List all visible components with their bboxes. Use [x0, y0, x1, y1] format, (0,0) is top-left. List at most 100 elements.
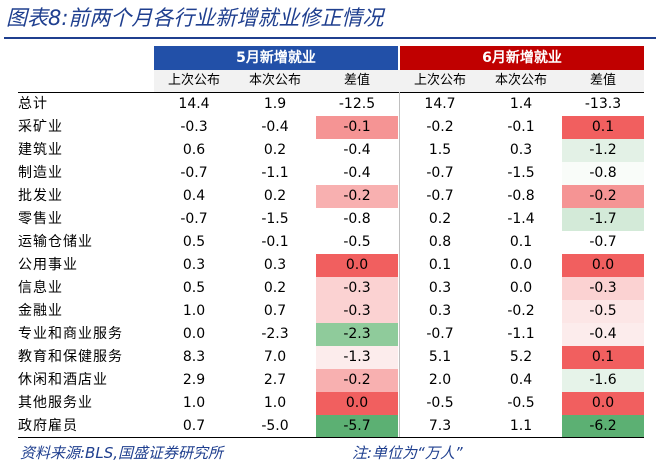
source-note: 资料来源:BLS,国盛证券研究所 [20, 444, 223, 462]
table-row: 总计 14.4 1.9 -12.5 14.7 1.4 -13.3 [18, 93, 644, 116]
june-current-cell: -1.1 [507, 326, 535, 342]
may-diff-cell: -5.7 [316, 415, 398, 438]
june-previous-cell: 14.7 [424, 96, 456, 112]
june-previous-cell: 5.1 [428, 349, 452, 365]
june-previous-cell: -0.7 [426, 326, 454, 342]
may-current-cell: -0.1 [261, 234, 289, 250]
may-current-cell: 1.0 [263, 395, 287, 411]
may-previous-cell: 0.5 [182, 280, 206, 296]
row-label: 教育和保健服务 [18, 349, 123, 365]
table-row: 金融业 1.0 0.7 -0.3 0.3 -0.2 -0.5 [18, 300, 644, 323]
june-diff-cell: 0.0 [562, 392, 644, 415]
june-diff-cell: 0.1 [562, 346, 644, 369]
may-current-header: 本次公布 [248, 73, 301, 88]
june-current-cell: -0.1 [507, 119, 535, 135]
row-label: 其他服务业 [18, 395, 93, 411]
june-previous-cell: 0.3 [428, 303, 452, 319]
may-diff-cell: -0.3 [316, 300, 398, 323]
may-current-cell: 0.2 [263, 280, 287, 296]
may-previous-cell: 0.3 [182, 257, 206, 273]
may-current-cell: 0.2 [263, 188, 287, 204]
may-previous-cell: 0.7 [182, 418, 206, 434]
may-current-cell: -1.1 [261, 165, 289, 181]
june-current-cell: 0.1 [509, 234, 533, 250]
row-label: 政府雇员 [18, 418, 78, 434]
row-label: 运输仓储业 [18, 234, 93, 250]
june-diff-cell: -6.2 [562, 415, 644, 438]
may-previous-cell: 1.0 [182, 395, 206, 411]
june-previous-cell: 0.1 [428, 257, 452, 273]
table-row: 休闲和酒店业 2.9 2.7 -0.2 2.0 0.4 -1.6 [18, 369, 644, 392]
may-previous-cell: 2.9 [182, 372, 206, 388]
june-previous-cell: -0.2 [426, 119, 454, 135]
june-current-cell: 0.4 [509, 372, 533, 388]
june-diff-cell: -1.2 [562, 139, 644, 162]
table-row: 公用事业 0.3 0.3 0.0 0.1 0.0 0.0 [18, 254, 644, 277]
june-group-header: 6月新增就业 [400, 46, 644, 70]
title-underline [4, 37, 656, 39]
may-previous-cell: 1.0 [182, 303, 206, 319]
june-diff-cell: -1.6 [562, 369, 644, 392]
june-previous-cell: -0.7 [426, 188, 454, 204]
june-diff-cell: -0.5 [562, 300, 644, 323]
row-label: 公用事业 [18, 257, 78, 273]
row-label: 总计 [18, 96, 48, 112]
may-current-cell: -2.3 [261, 326, 289, 342]
table-row: 教育和保健服务 8.3 7.0 -1.3 5.1 5.2 0.1 [18, 346, 644, 369]
row-label: 休闲和酒店业 [18, 372, 108, 388]
may-previous-cell: 0.0 [182, 326, 206, 342]
month-divider-line [399, 92, 400, 437]
june-diff-cell: -13.3 [562, 93, 644, 116]
may-previous-header: 上次公布 [167, 73, 220, 88]
may-current-cell: -0.4 [261, 119, 289, 135]
table-row: 建筑业 0.6 0.2 -0.4 1.5 0.3 -1.2 [18, 139, 644, 162]
table-row: 政府雇员 0.7 -5.0 -5.7 7.3 1.1 -6.2 [18, 415, 644, 438]
june-diff-cell: -0.8 [562, 162, 644, 185]
june-current-cell: 0.0 [509, 280, 533, 296]
june-current-cell: 1.4 [509, 96, 533, 112]
unit-note: 注:单位为“万人” [352, 444, 463, 462]
may-diff-header: 差值 [343, 73, 370, 88]
may-diff-cell: -0.2 [316, 369, 398, 392]
june-previous-cell: 7.3 [428, 418, 452, 434]
table-bottom-rule [18, 437, 644, 438]
june-previous-cell: 0.8 [428, 234, 452, 250]
may-previous-cell: 0.5 [182, 234, 206, 250]
june-diff-cell: -0.3 [562, 277, 644, 300]
may-current-cell: 0.2 [263, 142, 287, 158]
may-current-cell: 2.7 [263, 372, 287, 388]
june-current-cell: -1.5 [507, 165, 535, 181]
may-diff-cell: -12.5 [316, 93, 398, 116]
table-row: 其他服务业 1.0 1.0 0.0 -0.5 -0.5 0.0 [18, 392, 644, 415]
june-diff-cell: -1.7 [562, 208, 644, 231]
may-diff-cell: -0.4 [316, 162, 398, 185]
table-row: 批发业 0.4 0.2 -0.2 -0.7 -0.8 -0.2 [18, 185, 644, 208]
may-previous-cell: 0.4 [182, 188, 206, 204]
row-label: 批发业 [18, 188, 63, 204]
may-diff-cell: -0.8 [316, 208, 398, 231]
june-previous-header: 上次公布 [413, 73, 466, 88]
june-diff-cell: 0.1 [562, 116, 644, 139]
may-group-header: 5月新增就业 [154, 46, 398, 70]
table-row: 采矿业 -0.3 -0.4 -0.1 -0.2 -0.1 0.1 [18, 116, 644, 139]
june-previous-cell: 2.0 [428, 372, 452, 388]
row-label: 采矿业 [18, 119, 63, 135]
may-diff-cell: -2.3 [316, 323, 398, 346]
may-previous-cell: -0.7 [180, 165, 208, 181]
june-previous-cell: -0.7 [426, 165, 454, 181]
table-row: 运输仓储业 0.5 -0.1 -0.5 0.8 0.1 -0.7 [18, 231, 644, 254]
table-top-rule [18, 92, 644, 93]
may-previous-cell: -0.7 [180, 211, 208, 227]
may-current-cell: -5.0 [261, 418, 289, 434]
row-label: 零售业 [18, 211, 63, 227]
may-current-cell: 0.3 [263, 257, 287, 273]
table-row: 零售业 -0.7 -1.5 -0.8 0.2 -1.4 -1.7 [18, 208, 644, 231]
subheader-band [154, 70, 644, 92]
june-previous-cell: 0.3 [428, 280, 452, 296]
row-label: 专业和商业服务 [18, 326, 123, 342]
table-row: 制造业 -0.7 -1.1 -0.4 -0.7 -1.5 -0.8 [18, 162, 644, 185]
may-previous-cell: 14.4 [178, 96, 210, 112]
table-row: 信息业 0.5 0.2 -0.3 0.3 0.0 -0.3 [18, 277, 644, 300]
may-diff-cell: -0.1 [316, 116, 398, 139]
june-diff-cell: 0.0 [562, 254, 644, 277]
